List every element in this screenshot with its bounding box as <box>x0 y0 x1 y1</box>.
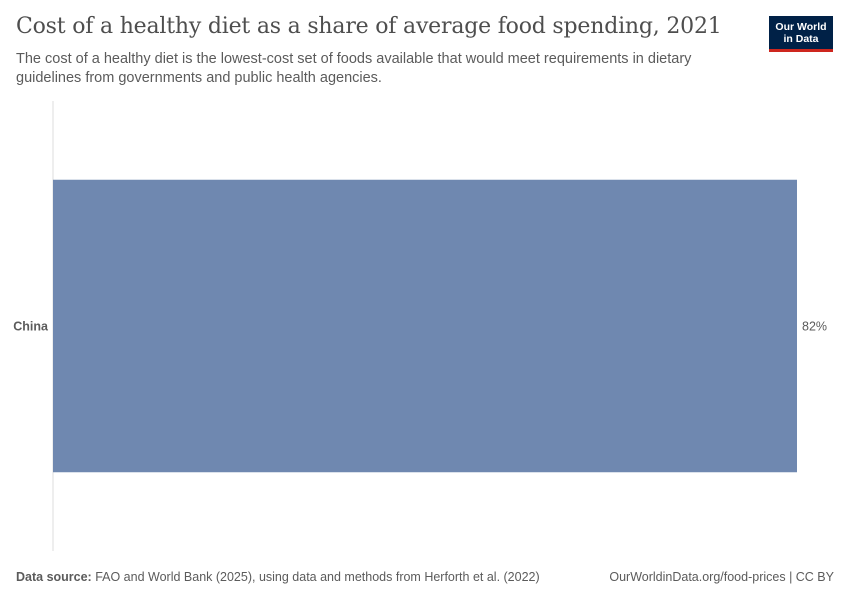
data-source-text: FAO and World Bank (2025), using data an… <box>91 570 540 584</box>
chart-subtitle: The cost of a healthy diet is the lowest… <box>16 51 692 86</box>
logo-line-1: Our World <box>775 20 827 33</box>
data-source-label: Data source: <box>16 570 92 584</box>
data-source: Data source: FAO and World Bank (2025), … <box>16 570 540 584</box>
chart-plot-area: China 82% <box>13 101 827 551</box>
footer-url[interactable]: OurWorldinData.org/food-prices | CC BY <box>609 570 834 584</box>
category-label: China <box>13 320 49 334</box>
chart-title: Cost of a healthy diet as a share of ave… <box>16 14 722 39</box>
footer: Data source: FAO and World Bank (2025), … <box>16 570 834 584</box>
owid-logo[interactable]: Our World in Data <box>769 16 833 52</box>
value-label: 82% <box>802 320 827 334</box>
logo-line-2: in Data <box>783 32 819 45</box>
bar-china[interactable] <box>53 179 797 473</box>
